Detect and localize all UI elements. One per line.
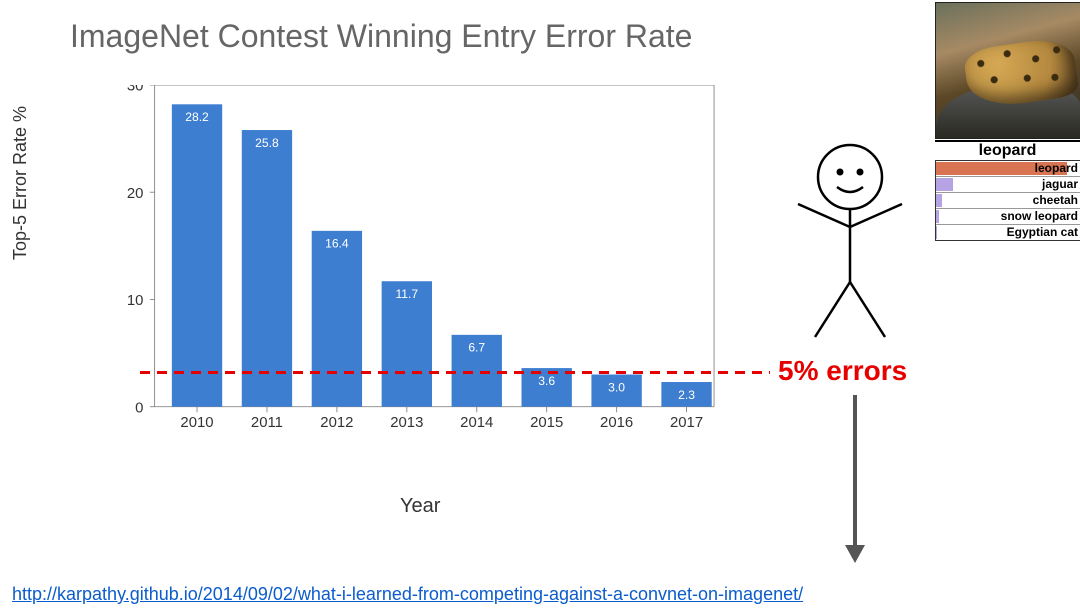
arrow-down-icon: [840, 395, 870, 565]
classification-panel: leopard leopardjaguarcheetahsnow leopard…: [935, 2, 1080, 241]
prediction-bar: [936, 226, 937, 239]
prediction-label: Egyptian cat: [1007, 225, 1078, 240]
prediction-label: leopard: [1035, 161, 1078, 176]
prediction-row: Egyptian cat: [936, 225, 1080, 240]
source-link[interactable]: http://karpathy.github.io/2014/09/02/wha…: [12, 584, 803, 605]
threshold-label: 5% errors: [778, 355, 907, 387]
chart-title: ImageNet Contest Winning Entry Error Rat…: [70, 18, 692, 55]
prediction-row: cheetah: [936, 193, 1080, 209]
prediction-row: leopard: [936, 161, 1080, 177]
classification-title: leopard: [935, 140, 1080, 160]
stick-figure-icon: [790, 142, 910, 342]
prediction-bar: [936, 210, 939, 223]
prediction-bar: [936, 178, 953, 191]
chart-ylabel: Top-5 Error Rate %: [10, 106, 31, 260]
prediction-table: leopardjaguarcheetahsnow leopardEgyptian…: [935, 160, 1080, 241]
prediction-bar: [936, 194, 942, 207]
prediction-label: jaguar: [1042, 177, 1078, 192]
leopard-photo: [935, 2, 1080, 139]
prediction-label: snow leopard: [1001, 209, 1078, 224]
prediction-row: jaguar: [936, 177, 1080, 193]
prediction-row: snow leopard: [936, 209, 1080, 225]
threshold-line: [140, 85, 770, 430]
chart-xlabel: Year: [400, 495, 440, 518]
prediction-label: cheetah: [1033, 193, 1078, 208]
